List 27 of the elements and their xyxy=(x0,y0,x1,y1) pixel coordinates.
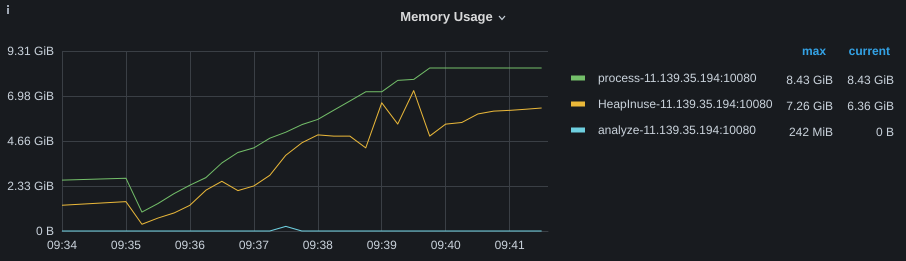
y-tick-label: 6.98 GiB xyxy=(7,89,54,104)
x-tick-label: 09:40 xyxy=(430,238,462,252)
text: 242 MiB xyxy=(788,125,833,139)
x-tick-label: 09:37 xyxy=(238,238,270,252)
x-tick-label: 09:34 xyxy=(46,238,78,252)
x-tick-label: 09:38 xyxy=(302,238,334,252)
line-series xyxy=(62,90,542,225)
x-tick-label: 09:35 xyxy=(110,238,142,252)
y-tick-label: 9.31 GiB xyxy=(7,44,54,58)
y-tick-label: 0 B xyxy=(36,224,54,238)
legend-label: process-11.139.35.194:10080 xyxy=(598,71,757,85)
text: 8.43 GiB xyxy=(786,73,833,87)
text: 6.36 GiB xyxy=(847,99,894,113)
y-tick-label: 4.66 GiB xyxy=(7,134,54,148)
line-series xyxy=(62,68,542,213)
legend-label: analyze-11.139.35.194:10080 xyxy=(598,123,756,137)
x-tick-label: 09:36 xyxy=(174,238,206,252)
text: 8.43 GiB xyxy=(847,73,894,87)
text: max xyxy=(802,44,826,58)
x-tick-label: 09:39 xyxy=(366,238,398,252)
y-tick-label: 2.33 GiB xyxy=(7,178,54,193)
x-tick-label: 09:41 xyxy=(494,238,525,252)
chart-title: Memory Usage xyxy=(400,9,493,24)
text: 7.26 GiB xyxy=(786,99,833,113)
legend-label: HeapInuse-11.139.35.194:10080 xyxy=(598,97,773,111)
text: current xyxy=(848,44,890,58)
text: 0 B xyxy=(876,125,894,139)
